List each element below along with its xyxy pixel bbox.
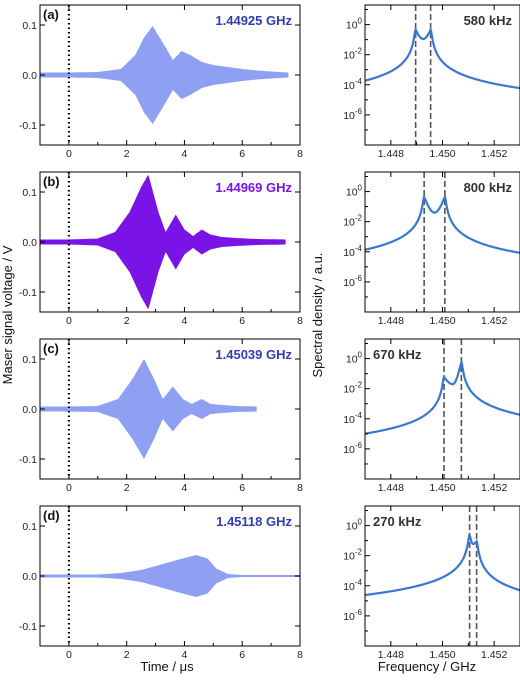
- y-tick-label: -0.1: [19, 621, 37, 633]
- drive-frequency-label: 1.44925 GHz: [215, 13, 292, 28]
- y-tick-label: 0.0: [22, 237, 37, 249]
- x-tick-label: 0: [66, 148, 72, 160]
- y-tick-label: 10-2: [343, 214, 362, 229]
- x-tick-label: 1.448: [378, 649, 404, 661]
- y-tick-label: 10-2: [343, 381, 362, 396]
- x-tick-label: 8: [297, 649, 303, 661]
- signal-trace: [40, 26, 289, 124]
- x-tick-label: 2: [124, 148, 130, 160]
- y-tick-label: 100: [346, 184, 363, 199]
- spectrum-panel: 1.448 1.450 1.452 100 10-2 10-4 10-6 670 kHz: [343, 338, 520, 494]
- spectrum-panel: 1.448 1.450 1.452 100 10-2 10-4 10-6 800 kHz: [343, 171, 520, 327]
- left-x-axis-title: Time / μs: [140, 659, 194, 674]
- x-tick-label: 1.452: [481, 482, 507, 494]
- panel-label: (b): [43, 174, 60, 189]
- x-tick-label: 8: [297, 148, 303, 160]
- signal-trace: [40, 175, 286, 309]
- spectrum-line: [365, 195, 520, 254]
- x-tick-label: 4: [182, 148, 188, 160]
- x-tick-label: 1.450: [429, 315, 455, 327]
- x-tick-label: 2: [124, 315, 130, 327]
- time-panel: 0 2 4 6 8 -0.1 0.0 0.1 (a) 1.44925 GHz: [19, 4, 303, 160]
- y-tick-label: 100: [346, 17, 363, 32]
- x-tick-label: 0: [66, 315, 72, 327]
- panel-label: (d): [43, 508, 60, 523]
- splitting-label: 580 kHz: [464, 13, 513, 28]
- y-tick-label: 10-4: [343, 77, 362, 92]
- drive-frequency-label: 1.45039 GHz: [215, 347, 292, 362]
- time-panel: 0 2 4 6 8 -0.1 0.0 0.1 (d) 1.45118 GHz: [19, 505, 303, 661]
- x-tick-label: 1.452: [481, 649, 507, 661]
- y-tick-label: 10-4: [343, 411, 362, 426]
- x-tick-label: 8: [297, 482, 303, 494]
- x-tick-label: 6: [239, 649, 245, 661]
- y-tick-label: 10-6: [343, 608, 362, 623]
- x-tick-label: 6: [239, 148, 245, 160]
- x-tick-label: 1.450: [429, 482, 455, 494]
- left-y-axis-title: Maser signal voltage / V: [0, 245, 15, 384]
- y-tick-label: 0.0: [22, 70, 37, 82]
- panel-label: (c): [43, 341, 59, 356]
- y-tick-label: 10-2: [343, 548, 362, 563]
- x-tick-label: 1.448: [378, 148, 404, 160]
- y-tick-label: -0.1: [19, 287, 37, 299]
- x-tick-label: 1.452: [481, 148, 507, 160]
- time-panel: 0 2 4 6 8 -0.1 0.0 0.1 (b) 1.44969 GHz: [19, 171, 303, 327]
- y-tick-label: 100: [346, 351, 363, 366]
- y-tick-label: 100: [346, 518, 363, 533]
- x-tick-label: 1.448: [378, 315, 404, 327]
- x-tick-label: 8: [297, 315, 303, 327]
- drive-frequency-label: 1.44969 GHz: [215, 180, 292, 195]
- spectrum-line: [365, 359, 520, 435]
- x-tick-label: 1.448: [378, 482, 404, 494]
- x-tick-label: 1.450: [429, 148, 455, 160]
- signal-trace: [40, 359, 257, 459]
- right-x-axis-title: Frequency / GHz: [378, 659, 476, 674]
- y-tick-label: -0.1: [19, 120, 37, 132]
- y-tick-label: 0.1: [22, 354, 37, 366]
- y-tick-label: 10-2: [343, 47, 362, 62]
- spectrum-panel: 1.448 1.450 1.452 100 10-2 10-4 10-6 580 kHz: [343, 4, 520, 160]
- y-tick-label: 10-4: [343, 578, 362, 593]
- x-tick-label: 0: [66, 649, 72, 661]
- x-tick-label: 6: [239, 482, 245, 494]
- spectrum-panel: 1.448 1.450 1.452 100 10-2 10-4 10-6 270 kHz: [343, 505, 520, 661]
- y-tick-label: 10-6: [343, 441, 362, 456]
- y-tick-label: 10-4: [343, 244, 362, 259]
- x-tick-label: 1.452: [481, 315, 507, 327]
- y-tick-label: 0.0: [22, 571, 37, 583]
- x-tick-label: 2: [124, 649, 130, 661]
- x-tick-label: 4: [182, 649, 188, 661]
- spectrum-line: [365, 532, 520, 597]
- x-tick-label: 6: [239, 315, 245, 327]
- y-tick-label: 0.1: [22, 20, 37, 32]
- x-tick-label: 0: [66, 482, 72, 494]
- y-tick-label: 0.1: [22, 187, 37, 199]
- y-tick-label: 0.1: [22, 521, 37, 533]
- right-y-axis-title: Spectral density / a.u.: [310, 252, 325, 377]
- x-tick-label: 4: [182, 482, 188, 494]
- spectrum-line: [365, 26, 520, 90]
- drive-frequency-label: 1.45118 GHz: [216, 514, 292, 529]
- x-tick-label: 4: [182, 315, 188, 327]
- x-tick-label: 1.450: [429, 649, 455, 661]
- y-tick-label: -0.1: [19, 454, 37, 466]
- y-tick-label: 10-6: [343, 107, 362, 122]
- y-tick-label: 0.0: [22, 404, 37, 416]
- y-tick-label: 10-6: [343, 274, 362, 289]
- splitting-label: 800 kHz: [464, 180, 513, 195]
- splitting-label: 670 kHz: [373, 347, 422, 362]
- x-tick-label: 2: [124, 482, 130, 494]
- panel-label: (a): [43, 7, 59, 22]
- splitting-label: 270 kHz: [373, 514, 422, 529]
- signal-trace: [40, 555, 300, 597]
- time-panel: 0 2 4 6 8 -0.1 0.0 0.1 (c) 1.45039 GHz: [19, 338, 303, 494]
